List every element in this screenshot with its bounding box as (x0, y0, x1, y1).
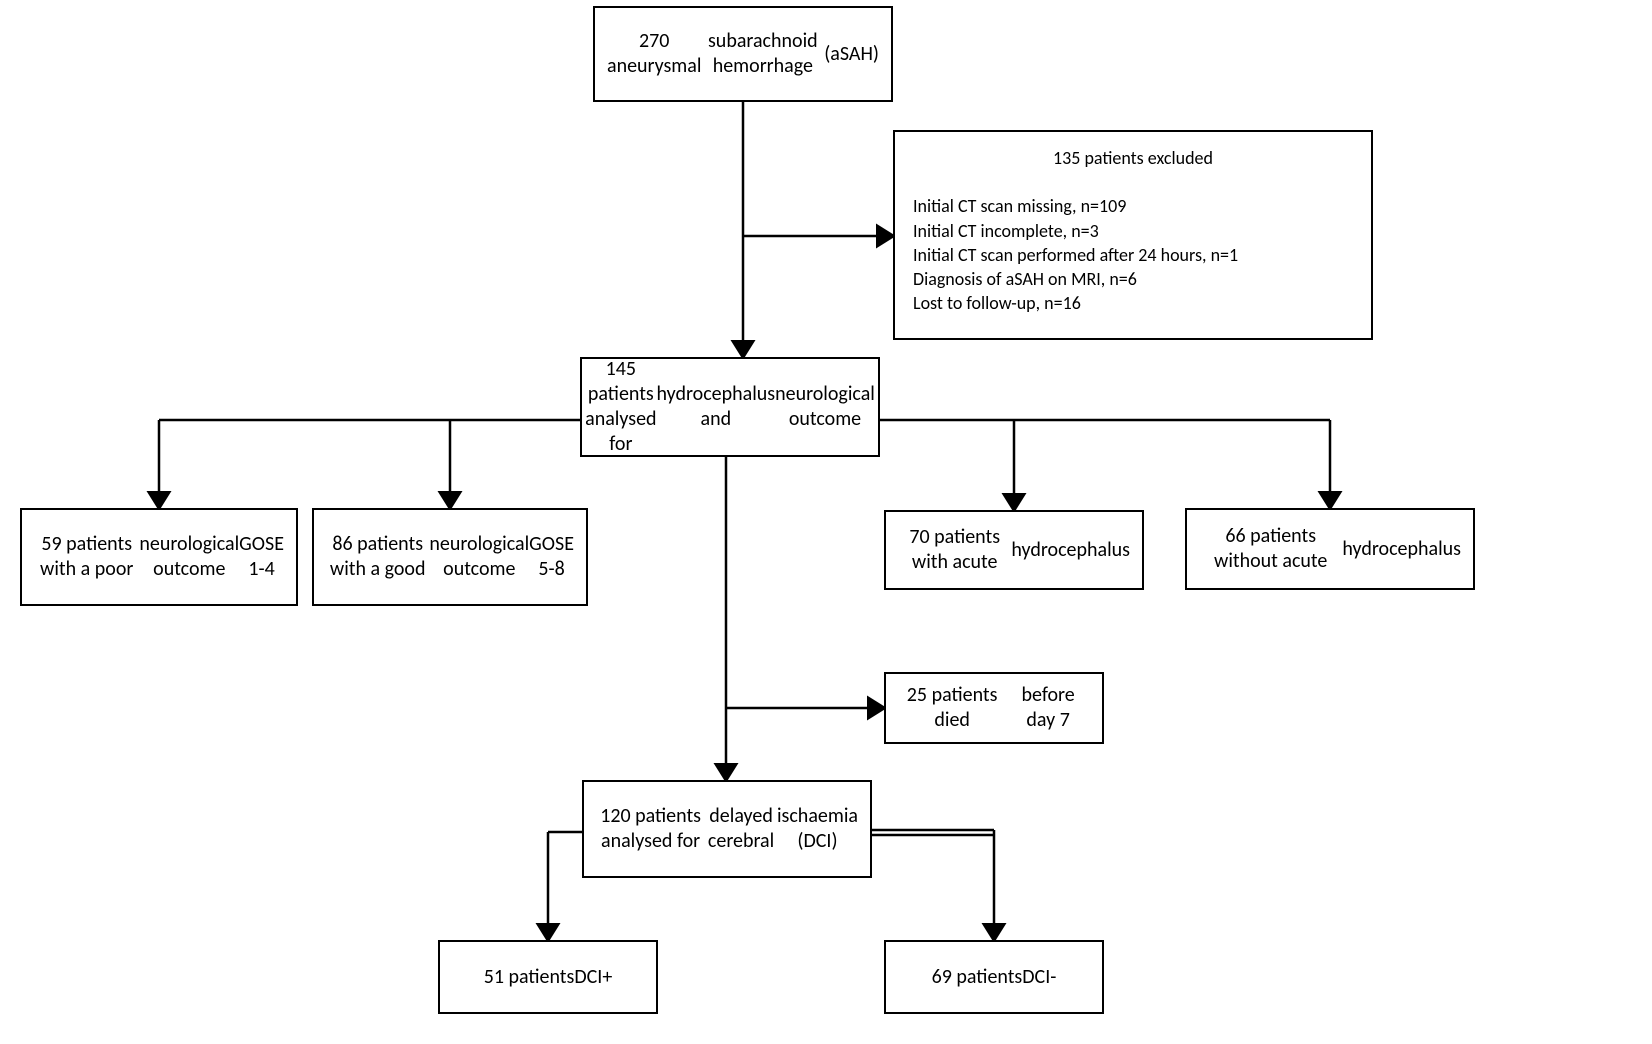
node-line: DCI- (1022, 965, 1056, 990)
excluded-item: Lost to follow-up, n=16 (913, 291, 1353, 315)
node-line: hydrocephalus and (657, 382, 776, 432)
node-without-acute-hydrocephalus: 66 patients without acutehydrocephalus (1185, 508, 1475, 590)
node-line: hydrocephalus (1342, 537, 1461, 562)
node-analysed-120: 120 patients analysed fordelayed cerebra… (582, 780, 872, 878)
excluded-item: Diagnosis of aSAH on MRI, n=6 (913, 267, 1353, 291)
node-line: hydrocephalus (1011, 538, 1130, 563)
excluded-item: Initial CT scan missing, n=109 (913, 194, 1353, 218)
node-top: 270 aneurysmalsubarachnoid hemorrhage(aS… (593, 6, 893, 102)
node-poor-outcome: 59 patients with a poorneurological outc… (20, 508, 298, 606)
excluded-item: Initial CT scan performed after 24 hours… (913, 243, 1353, 267)
node-line: 270 aneurysmal (607, 29, 701, 79)
node-line: GOSE 5-8 (529, 532, 574, 582)
node-line: 86 patients with a good (326, 532, 429, 582)
excluded-title: 135 patients excluded (913, 146, 1353, 170)
excluded-items: Initial CT scan missing, n=109Initial CT… (913, 194, 1353, 315)
node-acute-hydrocephalus: 70 patients with acutehydrocephalus (884, 510, 1144, 590)
node-line: 145 patients analysed for (585, 357, 656, 457)
node-line: subarachnoid hemorrhage (701, 29, 824, 79)
node-line: 51 patients (484, 965, 575, 990)
node-good-outcome: 86 patients with a goodneurological outc… (312, 508, 588, 606)
node-line: GOSE 1-4 (239, 532, 284, 582)
node-line: neurological outcome (139, 532, 239, 582)
node-line: delayed cerebral (705, 804, 777, 854)
node-dci-negative: 69 patientsDCI- (884, 940, 1104, 1014)
node-line: 70 patients with acute (898, 525, 1011, 575)
excluded-item: Initial CT incomplete, n=3 (913, 219, 1353, 243)
node-line: 59 patients with a poor (34, 532, 139, 582)
node-line: (aSAH) (824, 42, 879, 67)
node-line: 120 patients analysed for (596, 804, 705, 854)
node-line: DCI+ (574, 965, 612, 990)
node-excluded: 135 patients excluded Initial CT scan mi… (893, 130, 1373, 340)
node-line: neurological outcome (429, 532, 529, 582)
node-line: before day 7 (1006, 683, 1090, 733)
node-line: ischaemia (DCI) (777, 804, 858, 854)
node-line: 69 patients (932, 965, 1023, 990)
node-died-day7: 25 patients diedbefore day 7 (884, 672, 1104, 744)
node-line: 25 patients died (898, 683, 1006, 733)
node-line: 66 patients without acute (1199, 524, 1342, 574)
node-analysed-145: 145 patients analysed forhydrocephalus a… (580, 357, 880, 457)
node-line: neurological outcome (775, 382, 875, 432)
node-dci-positive: 51 patientsDCI+ (438, 940, 658, 1014)
